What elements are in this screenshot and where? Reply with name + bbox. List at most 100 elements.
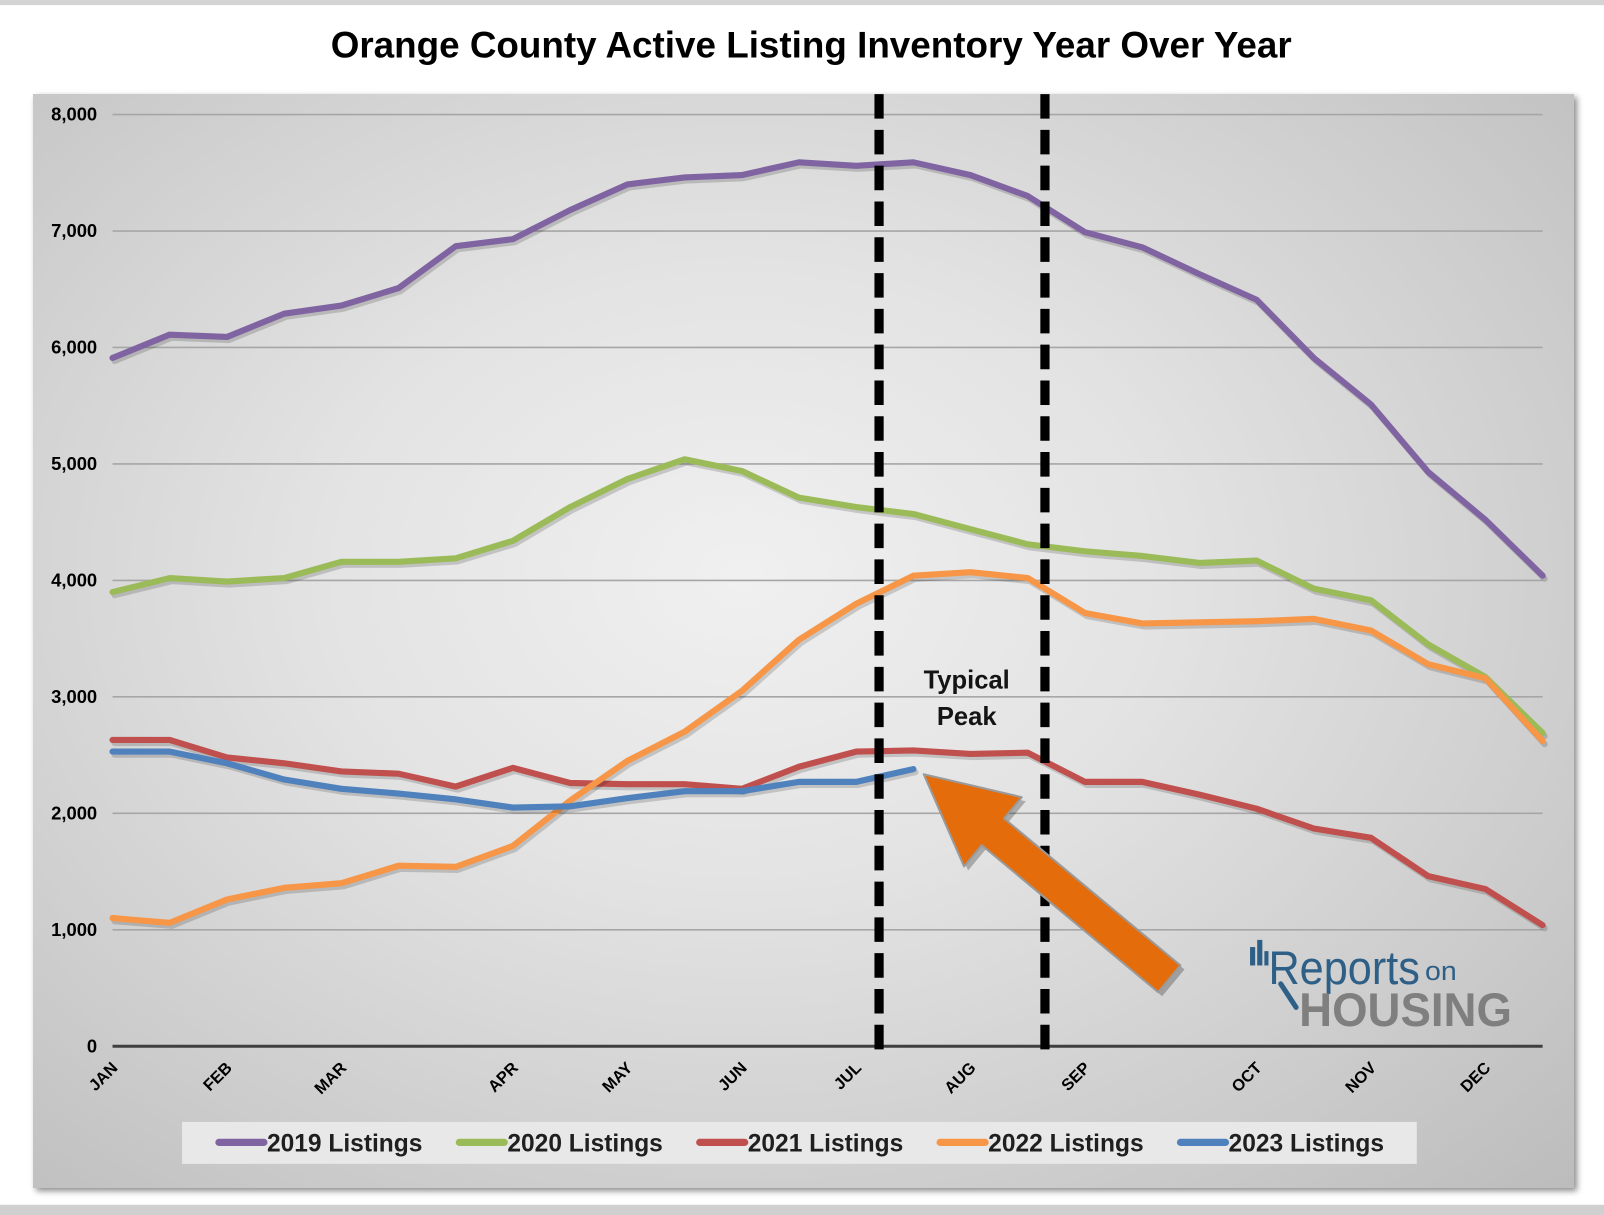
data-point-2020-listings-3 (281, 575, 287, 581)
data-point-2021-listings-20 (1254, 806, 1260, 812)
data-point-2019-listings-11 (739, 172, 745, 178)
data-point-2020-listings-0 (109, 589, 116, 595)
data-point-2022-listings-13 (853, 601, 859, 607)
reports-on-housing-logo: Reports on HOUSING (1250, 939, 1512, 1036)
x-tick-label: JAN (86, 1059, 122, 1095)
x-tick-label: MAY (599, 1059, 636, 1096)
chart-title: Orange County Active Listing Inventory Y… (331, 24, 1292, 65)
data-point-2022-listings-16 (1025, 575, 1031, 581)
arrow-annotation (922, 773, 1185, 997)
data-point-2020-listings-6 (453, 555, 459, 561)
data-point-2019-listings-10 (682, 174, 688, 180)
data-point-2019-listings-21 (1311, 355, 1317, 361)
data-point-2021-listings-3 (281, 760, 287, 766)
data-point-2021-listings-19 (1196, 792, 1202, 798)
data-point-2023-listings-3 (281, 776, 287, 783)
logo-word-on: on (1425, 956, 1457, 986)
x-tick-label: APR (485, 1059, 522, 1096)
data-point-2023-listings-2 (224, 760, 230, 766)
data-point-2022-listings-10 (682, 729, 688, 735)
data-point-2021-listings-21 (1311, 825, 1317, 832)
data-point-2020-listings-5 (395, 559, 402, 565)
data-point-2021-listings-15 (968, 751, 974, 757)
data-point-2022-listings-5 (395, 863, 402, 869)
data-point-2020-listings-11 (739, 468, 745, 474)
building-bar (1257, 939, 1263, 966)
data-point-2019-listings-17 (1082, 229, 1088, 235)
data-point-2020-listings-10 (682, 456, 688, 462)
data-point-2019-listings-18 (1139, 244, 1145, 250)
data-point-2019-listings-19 (1196, 271, 1202, 277)
data-point-2022-listings-24 (1482, 675, 1488, 681)
legend-label-2019: 2019 Listings (267, 1131, 422, 1158)
series-2020-listings (109, 456, 1548, 740)
data-point-2022-listings-23 (1425, 661, 1431, 667)
data-point-2020-listings-2 (224, 578, 230, 585)
data-point-2022-listings-9 (624, 758, 630, 764)
data-point-2021-listings-2 (224, 754, 230, 760)
data-point-2023-listings-13 (853, 779, 859, 785)
magnifier-handle-icon (1278, 981, 1299, 1010)
data-point-2022-listings-15 (968, 569, 974, 575)
data-point-2019-listings-0 (109, 355, 116, 361)
data-point-2020-listings-8 (567, 504, 573, 510)
data-point-2020-listings-22 (1368, 597, 1374, 603)
data-point-2019-listings-12 (796, 159, 802, 165)
legend: 2019 Listings 2020 Listings 2021 Listing… (182, 1121, 1417, 1164)
data-point-2021-listings-16 (1025, 750, 1031, 756)
data-point-2019-listings-3 (281, 311, 287, 317)
x-tick-label: DEC (1457, 1059, 1494, 1096)
data-point-2019-listings-4 (338, 303, 344, 309)
data-point-2022-listings-8 (567, 797, 573, 804)
data-point-2022-listings-2 (224, 896, 230, 903)
y-tick-label: 4,000 (51, 570, 97, 591)
data-point-2023-listings-8 (567, 803, 573, 809)
data-point-2021-listings-18 (1139, 779, 1145, 785)
x-tick-label: MAR (311, 1059, 350, 1098)
data-point-2022-listings-21 (1311, 616, 1317, 622)
data-point-2022-listings-12 (796, 637, 802, 643)
data-point-2021-listings-10 (682, 781, 688, 787)
x-tick-label: NOV (1342, 1059, 1380, 1097)
data-point-2021-listings-4 (338, 768, 344, 774)
x-tick-label: JUL (831, 1059, 866, 1094)
data-point-2023-listings-4 (338, 786, 344, 792)
series-line-2020-listings (109, 456, 1546, 737)
data-point-2019-listings-7 (510, 236, 516, 242)
data-point-2022-listings-4 (338, 880, 344, 886)
arrow-pointer (922, 773, 1182, 994)
data-point-2022-listings-1 (167, 920, 173, 926)
x-tick-label: AUG (941, 1059, 979, 1097)
typical-peak-annotation: Typical Peak (924, 666, 1010, 731)
data-point-2023-listings-10 (682, 788, 688, 794)
data-point-2020-listings-15 (968, 526, 974, 532)
data-point-2023-listings-7 (510, 804, 516, 811)
legend-item-2022: 2022 Listings (936, 1131, 1144, 1158)
y-tick-label: 8,000 (51, 104, 97, 125)
data-point-2021-listings-25 (1540, 922, 1546, 928)
series-shadow-2022-listings (111, 572, 1548, 929)
data-point-2021-listings-12 (796, 764, 802, 770)
data-point-2021-listings-13 (853, 749, 859, 755)
data-point-2022-listings-14 (910, 573, 916, 579)
data-point-2020-listings-7 (510, 538, 516, 544)
top-border-strip (0, 0, 1604, 6)
data-point-2020-listings-14 (910, 511, 916, 517)
y-tick-label: 2,000 (51, 802, 97, 823)
x-tick-label: FEB (200, 1059, 236, 1095)
data-point-2021-listings-0 (109, 737, 116, 743)
data-point-2019-listings-2 (224, 334, 230, 340)
data-point-2019-listings-6 (453, 243, 459, 249)
data-point-2020-listings-19 (1196, 560, 1202, 566)
legend-label-2021: 2021 Listings (748, 1131, 903, 1158)
data-point-2022-listings-0 (109, 915, 116, 921)
data-point-2019-listings-5 (395, 285, 402, 291)
data-point-2022-listings-7 (510, 843, 516, 849)
data-point-2019-listings-22 (1368, 401, 1374, 408)
data-point-2019-listings-9 (624, 181, 630, 187)
legend-label-2023: 2023 Listings (1229, 1131, 1384, 1158)
series-2019-listings (109, 159, 1548, 582)
y-tick-label: 0 (87, 1035, 97, 1056)
data-point-2020-listings-12 (796, 495, 802, 501)
